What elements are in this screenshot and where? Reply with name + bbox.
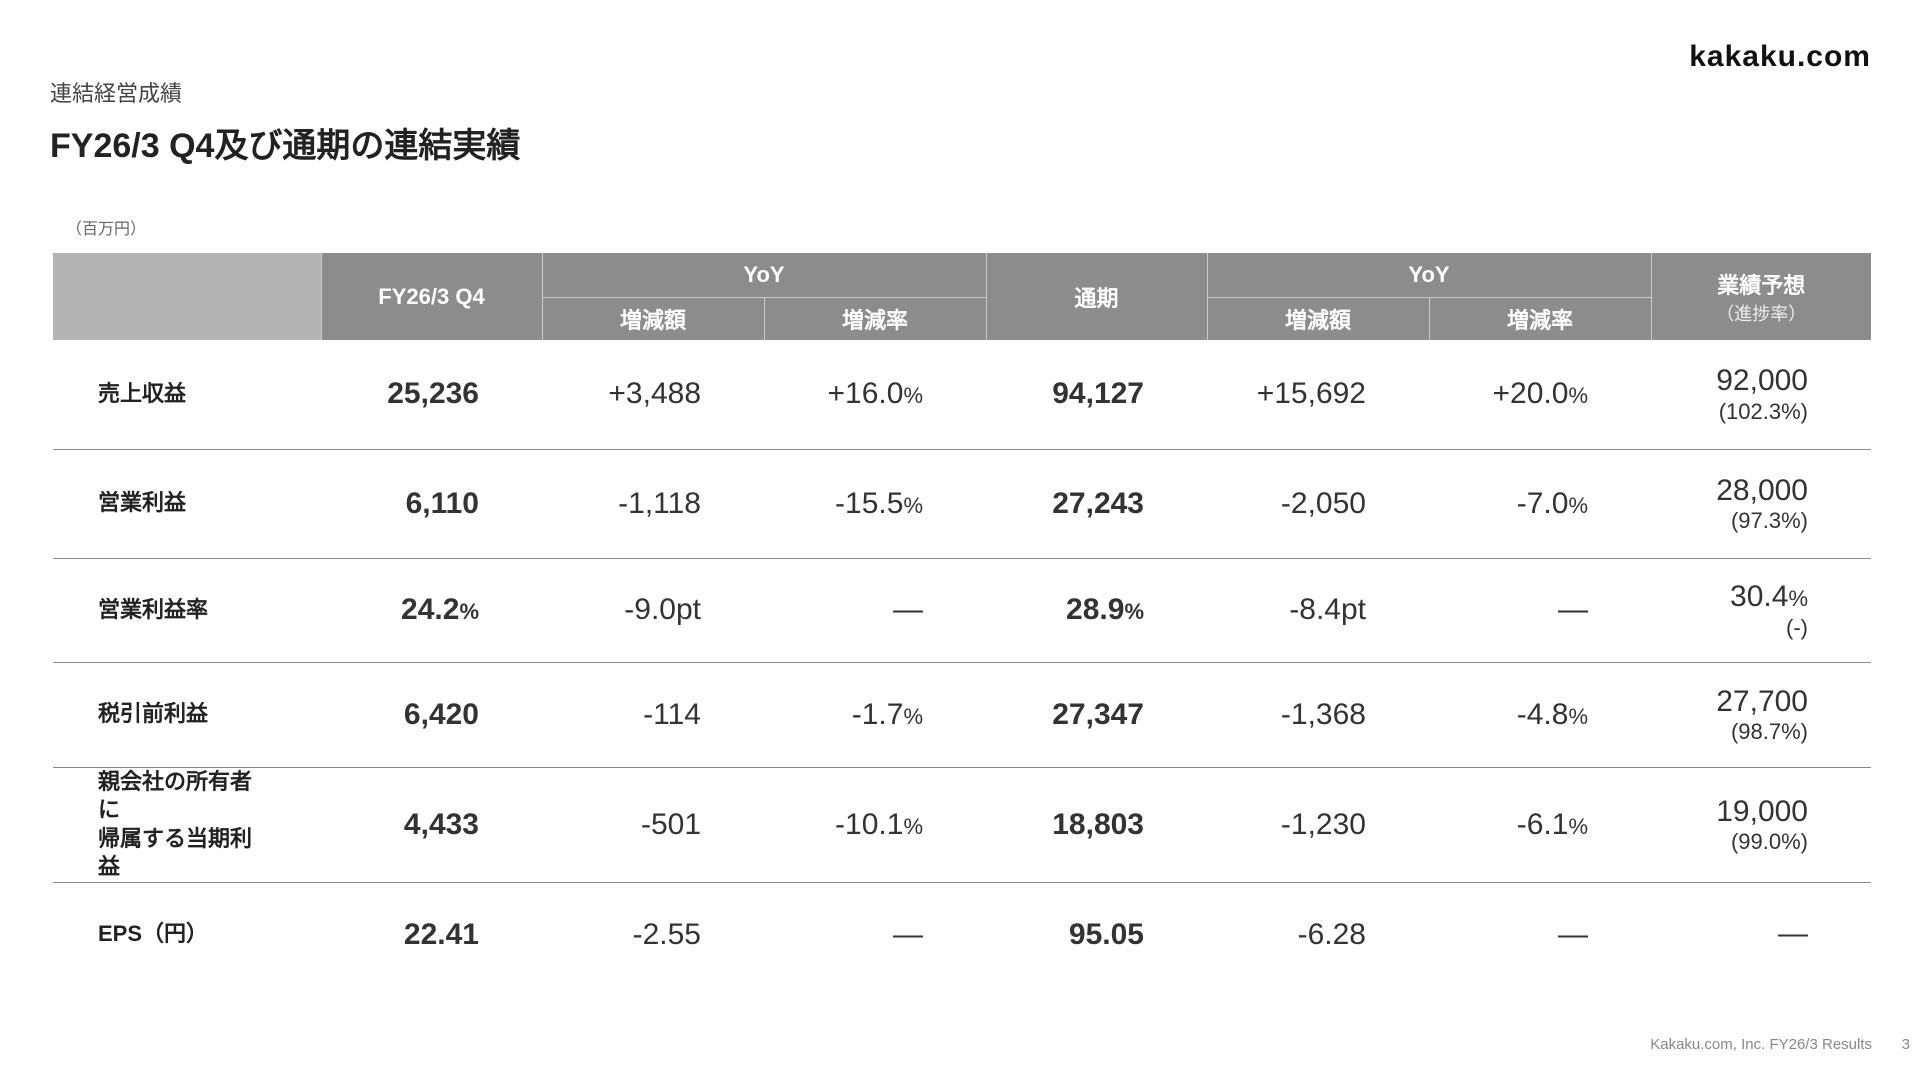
forecast-progress: (97.3%) — [1730, 508, 1808, 534]
forecast-progress: (99.0%) — [1730, 829, 1808, 855]
row-label: EPS（円） — [98, 921, 209, 947]
value-cell: 6,110 — [321, 449, 542, 559]
value-cell: 27,347 — [986, 662, 1207, 768]
value-cell: 24.2% — [321, 558, 542, 663]
header-text: 業績予想 — [1717, 272, 1806, 298]
value-cell: — — [764, 558, 986, 663]
value-cell: 28.9% — [986, 558, 1207, 663]
category: 連結経営成績 — [50, 81, 183, 106]
table-row: 売上収益 25,236 +3,488 +16.0% 94,127 +15,692 +20.0… — [53, 340, 1871, 450]
table-row: 税引前利益 6,420 -114 -1.7% 27,347 -1,368 -4.8% 27,7… — [53, 662, 1871, 768]
value-cell: 22.41 — [403, 917, 479, 951]
header-cell: FY26/3 Q4 — [320, 253, 542, 340]
value-cell: -2.55 — [632, 917, 701, 951]
forecast-cell: — — [1651, 882, 1871, 986]
value-cell: -9.0pt — [542, 558, 764, 663]
value-cell: — — [893, 917, 923, 951]
value-cell: -1,368 — [1207, 662, 1429, 768]
results-table: FY26/3 Q4 YoY 通期 YoY 業績予想 （進捗率） 増減額 増減率 増… — [53, 253, 1871, 986]
unit-note: （百万円） — [66, 221, 147, 238]
value-cell: -8.4pt — [1207, 558, 1429, 663]
forecast-value: 28,000 — [1716, 473, 1808, 507]
header-blank — [53, 253, 321, 340]
value-cell: +15,692 — [1207, 340, 1429, 450]
value-cell: 27,243 — [986, 449, 1207, 559]
forecast-cell: 27,700 (98.7%) — [1651, 662, 1871, 768]
value-cell: -6.1% — [1429, 767, 1651, 883]
value-cell: — — [1429, 558, 1651, 663]
value-cell: -4.8% — [1429, 662, 1651, 768]
value-cell: 18,803 — [986, 767, 1207, 883]
value-cell: 95.05 — [1068, 917, 1144, 951]
value-cell: +3,488 — [542, 340, 764, 450]
forecast-value: 30.4% — [1730, 580, 1808, 614]
value-cell: -2,050 — [1207, 449, 1429, 559]
page-number: 3 — [1901, 1036, 1910, 1053]
table-body: 売上収益 25,236 +3,488 +16.0% 94,127 +15,692 +20.0… — [53, 340, 1871, 986]
value-cell: -7.0% — [1429, 449, 1651, 559]
value-cell: -15.5% — [764, 449, 986, 559]
row-label: 税引前利益 — [53, 662, 321, 768]
header-cell: YoY — [541, 253, 986, 297]
forecast-cell: 30.4% (-) — [1651, 558, 1871, 663]
forecast-value: 27,700 — [1716, 684, 1808, 718]
value-cell: -10.1% — [764, 767, 986, 883]
value-cell: 94,127 — [986, 340, 1207, 450]
logo: kakaku.com — [1689, 40, 1871, 73]
header-cell: 業績予想 （進捗率） — [1650, 253, 1871, 340]
value-cell: -1.7% — [764, 662, 986, 768]
header-cell: YoY — [1206, 253, 1651, 297]
forecast-value: 92,000 — [1716, 364, 1808, 398]
forecast-progress: (102.3%) — [1718, 398, 1808, 424]
footer: Kakaku.com, Inc. FY26/3 Results — [1650, 1036, 1872, 1053]
value-cell: -6.28 — [1297, 917, 1366, 951]
row-label: 営業利益 — [53, 449, 321, 559]
header-cell: 通期 — [985, 253, 1207, 340]
value-cell: — — [1558, 917, 1588, 951]
table-row: EPS（円） 22.41 -2.55 — 95.05 -6.28 — — — [53, 882, 1871, 986]
forecast-cell: 19,000 (99.0%) — [1651, 767, 1871, 883]
value-cell: 25,236 — [321, 340, 542, 450]
row-label: 売上収益 — [53, 340, 321, 450]
row-label: 親会社の所有者に 帰属する当期利益 — [53, 767, 321, 883]
row-label: 営業利益率 — [53, 558, 321, 663]
title: FY26/3 Q4及び通期の連結実績 — [50, 127, 521, 165]
footer-text: Kakaku.com, Inc. FY26/3 Results — [1650, 1036, 1872, 1053]
table-row: 親会社の所有者に 帰属する当期利益 4,433 -501 -10.1% 18,803 -1… — [53, 767, 1871, 883]
value-cell: +20.0% — [1429, 340, 1651, 450]
header-cell: 増減率 — [763, 296, 986, 340]
value-cell: +16.0% — [764, 340, 986, 450]
forecast-cell: 28,000 (97.3%) — [1651, 449, 1871, 559]
value-cell: -114 — [542, 662, 764, 768]
header-cell: 増減額 — [541, 296, 764, 340]
value-cell: -1,118 — [542, 449, 764, 559]
forecast-cell: 92,000 (102.3%) — [1651, 340, 1871, 450]
forecast-value: — — [1778, 917, 1808, 951]
value-cell: 4,433 — [321, 767, 542, 883]
header-subtext: （進捗率） — [1716, 303, 1807, 324]
value-cell: 6,420 — [321, 662, 542, 768]
forecast-value: 19,000 — [1716, 794, 1808, 828]
value-cell: -501 — [542, 767, 764, 883]
forecast-progress: (-) — [1786, 614, 1808, 640]
header-cell: 増減額 — [1206, 296, 1429, 340]
value-cell: -1,230 — [1207, 767, 1429, 883]
header-cell: 増減率 — [1428, 296, 1651, 340]
forecast-progress: (98.7%) — [1730, 719, 1808, 745]
table-row: 営業利益率 24.2% -9.0pt —28.9% -8.4pt —30.4% (-) — [53, 558, 1871, 663]
table-row: 営業利益 6,110 -1,118 -15.5% 27,243 -2,050 -7.0% 28… — [53, 449, 1871, 559]
